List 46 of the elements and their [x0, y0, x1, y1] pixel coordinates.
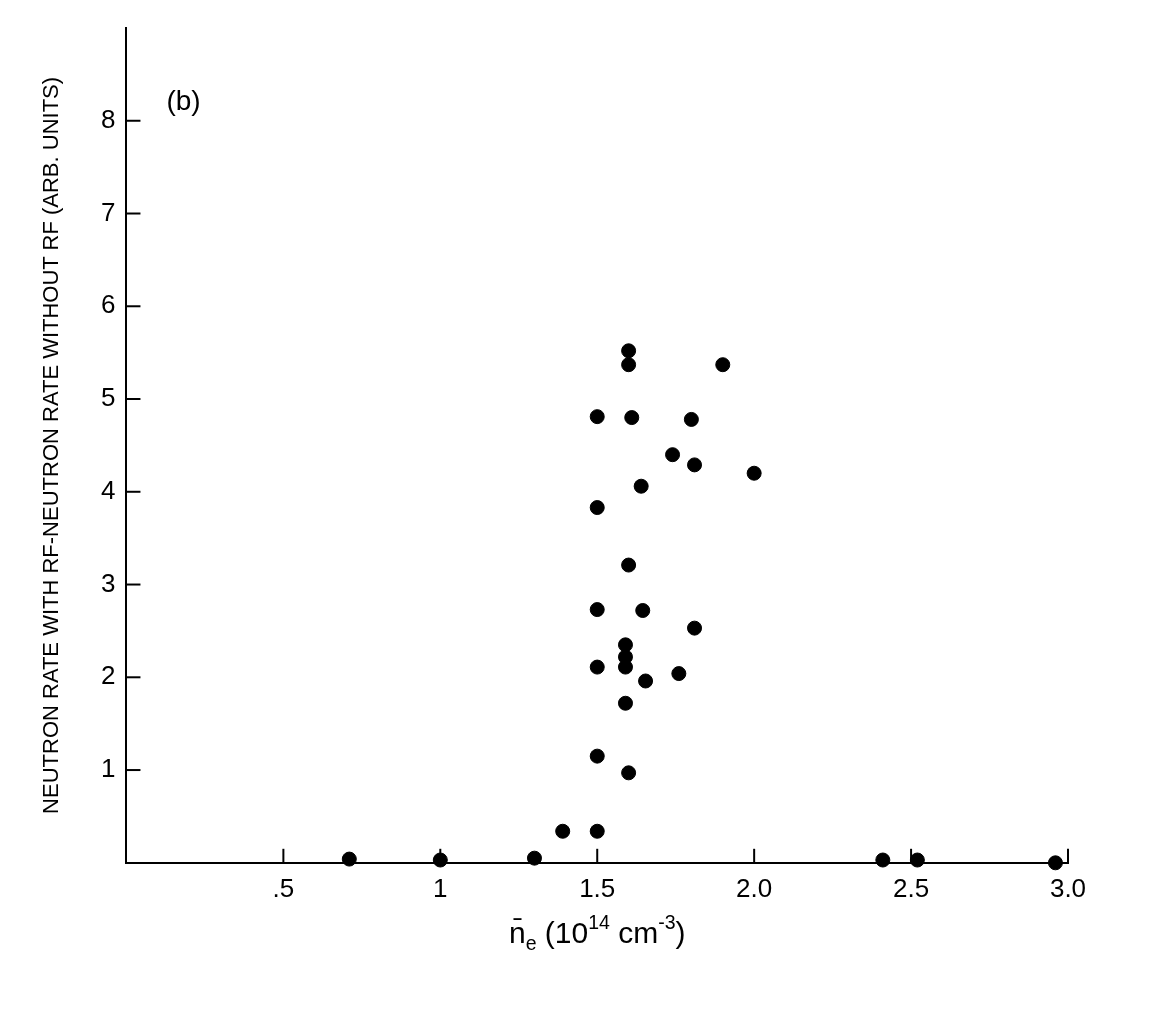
point — [909, 852, 925, 868]
x-tick-label: 1.5 — [579, 872, 616, 903]
point — [665, 447, 681, 463]
point — [555, 823, 571, 839]
point — [683, 411, 699, 427]
point — [715, 357, 731, 373]
x-tick-label: 2.5 — [893, 872, 930, 903]
point — [617, 695, 633, 711]
point — [589, 823, 605, 839]
y-tick-label: 7 — [100, 196, 116, 227]
point — [1047, 855, 1063, 871]
point — [589, 602, 605, 618]
point — [687, 620, 703, 636]
x-tick-label: 3.0 — [1049, 872, 1087, 903]
annotation: (b) — [166, 84, 201, 116]
x-tick-label: .5 — [272, 872, 295, 903]
point — [589, 500, 605, 516]
y-tick-label: 1 — [100, 753, 116, 784]
point — [617, 637, 633, 653]
point — [638, 673, 654, 689]
point — [635, 603, 651, 619]
y-tick-label: 5 — [100, 382, 116, 413]
y-tick-label: 3 — [100, 567, 116, 598]
point — [589, 659, 605, 675]
y-tick-label: 2 — [100, 660, 116, 691]
point — [621, 557, 637, 573]
y-tick-label: 4 — [100, 474, 116, 505]
point — [621, 765, 637, 781]
point — [526, 850, 542, 866]
point — [746, 465, 762, 481]
x-tick-label: 2.0 — [736, 872, 773, 903]
point — [687, 457, 703, 473]
point — [875, 852, 891, 868]
point — [432, 852, 448, 868]
point — [633, 478, 649, 494]
point — [589, 748, 605, 764]
x-tick-label: 1 — [433, 872, 448, 903]
y-tick-label: 8 — [100, 103, 116, 134]
y-axis-title: NEUTRON RATE WITH RF-NEUTRON RATE WITHOUT RF (ARB. UNITS) — [37, 76, 63, 814]
point — [621, 357, 637, 373]
point — [341, 851, 357, 867]
point — [621, 343, 637, 359]
point — [671, 666, 687, 682]
point — [624, 410, 640, 426]
point — [589, 409, 605, 425]
y-tick-label: 6 — [100, 289, 116, 320]
